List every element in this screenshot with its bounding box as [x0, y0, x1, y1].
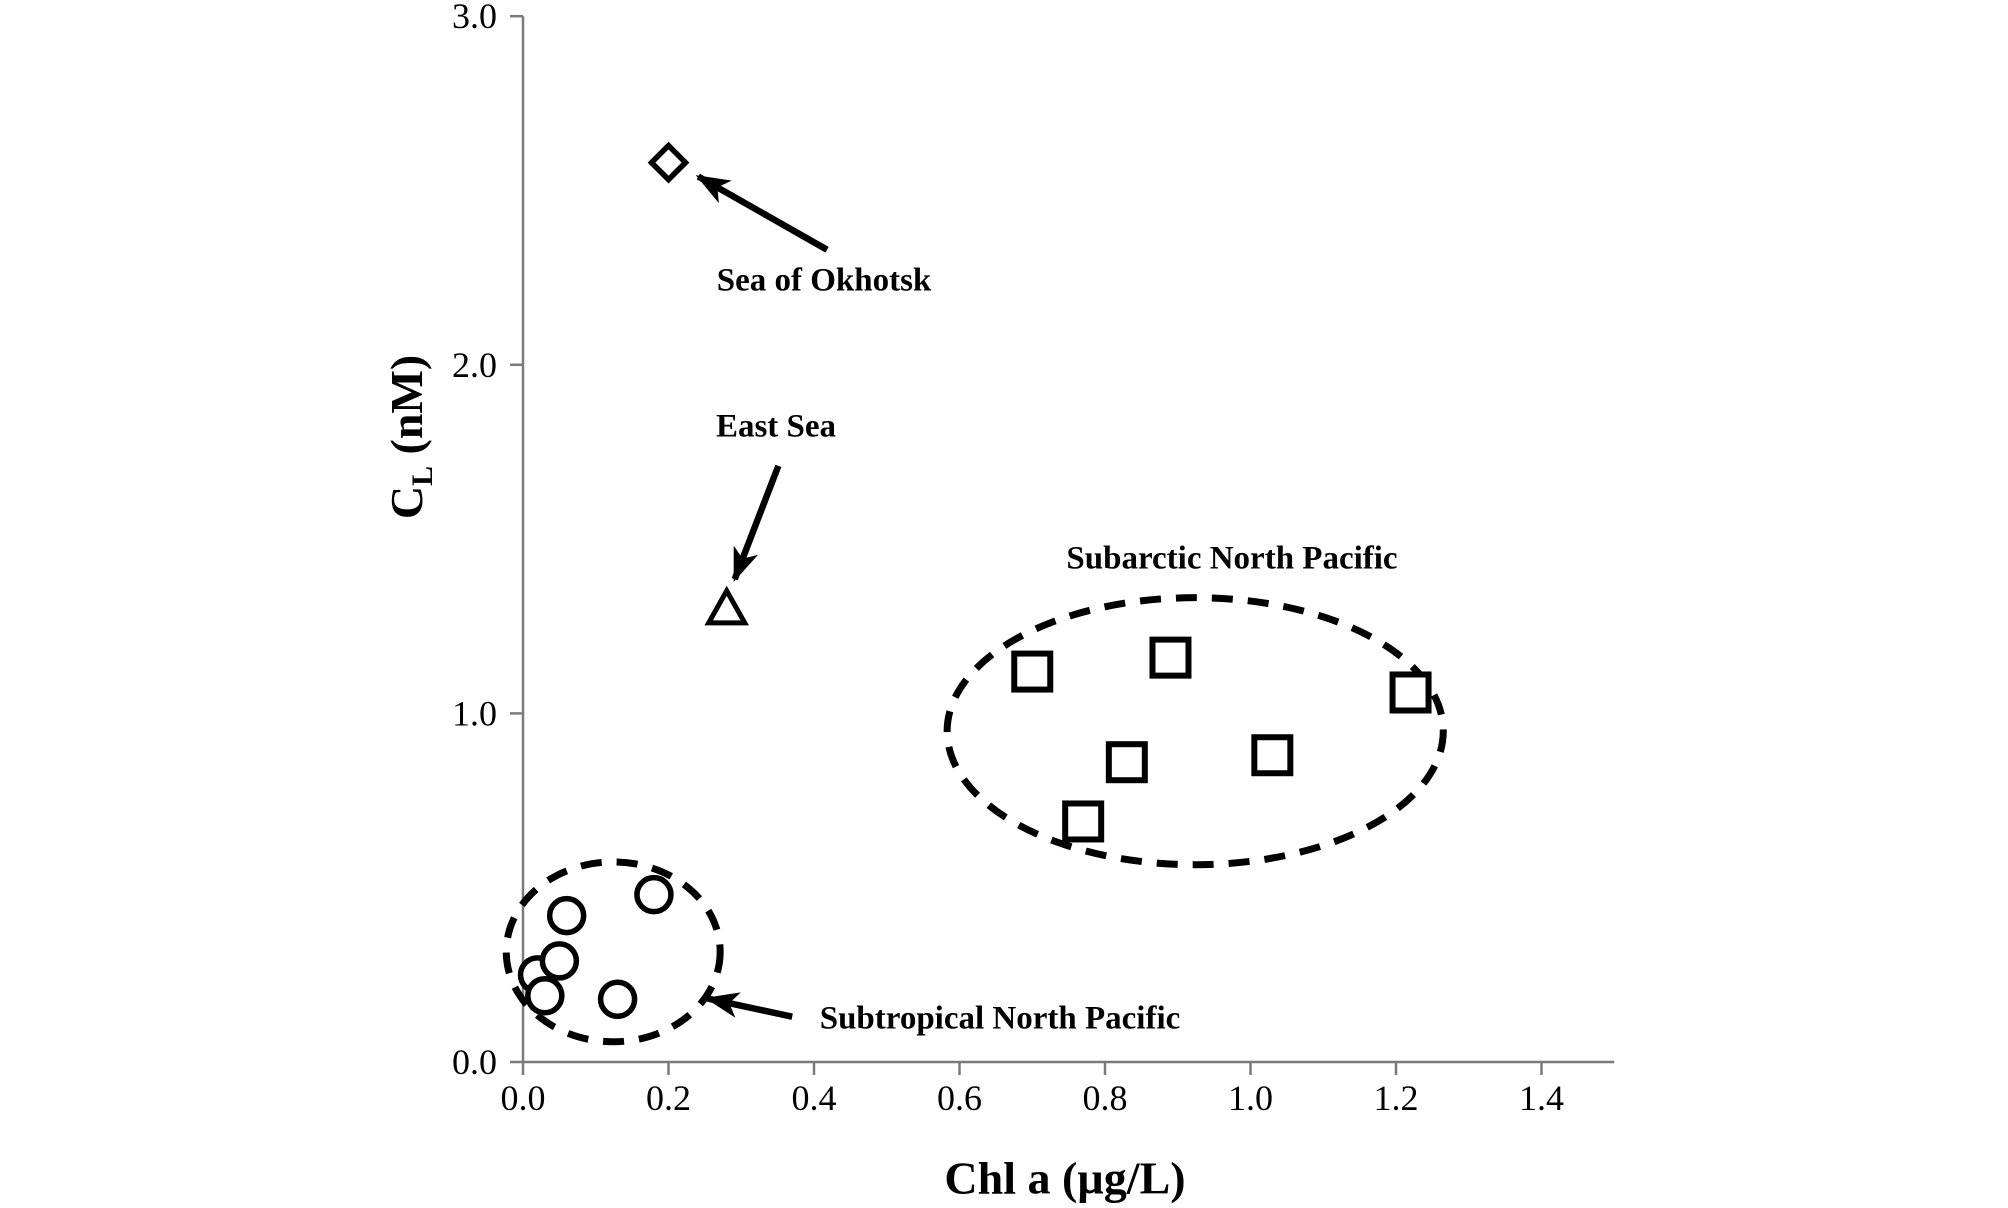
data-point-subtropical-north-pacific	[539, 941, 580, 981]
data-point-subarctic-north-pacific	[1062, 800, 1105, 843]
data-point-subarctic-north-pacific	[1011, 650, 1054, 693]
x-tick-label: 0.4	[792, 1078, 837, 1118]
y-tick-label: 3.0	[452, 0, 497, 36]
data-point-subtropical-north-pacific	[525, 976, 565, 1016]
data-point-subtropical-north-pacific	[546, 895, 587, 936]
data-point-east-sea	[704, 585, 749, 626]
data-point-sea-of-okhotsk	[647, 141, 690, 184]
data-point-subarctic-north-pacific	[1105, 741, 1148, 784]
y-axis-title: CL (nM)	[380, 355, 440, 519]
data-point-subarctic-north-pacific	[1251, 734, 1294, 777]
x-tick-label: 1.0	[1228, 1078, 1273, 1118]
y-axis-title-units: (nM)	[380, 354, 432, 466]
data-point-subtropical-north-pacific	[597, 979, 638, 1020]
annotation-arrow-subtropical-north-pacific	[704, 992, 793, 1020]
data-point-subarctic-north-pacific	[1389, 671, 1432, 714]
east-sea-label: East Sea	[715, 408, 837, 445]
x-axis-title: Chl a (µg/L)	[944, 1152, 1186, 1204]
subtropical-north-pacific-label: Subtropical North Pacific	[819, 1000, 1181, 1037]
annotation-arrow-east-sea	[731, 464, 782, 582]
sea-of-okhotsk-label: Sea of Okhotsk	[716, 262, 932, 299]
x-tick-label: 1.2	[1374, 1078, 1419, 1118]
y-axis-title-main: C	[380, 485, 432, 520]
subarctic-north-pacific-label: Subarctic North Pacific	[1066, 540, 1398, 577]
cluster-ellipse-subarctic-north-pacific	[943, 594, 1447, 869]
x-tick-label: 0.6	[937, 1078, 982, 1118]
x-tick-label: 0.2	[646, 1078, 691, 1118]
x-tick-label: 0.0	[501, 1078, 546, 1118]
data-point-subarctic-north-pacific	[1149, 636, 1192, 679]
x-tick-label: 1.4	[1519, 1078, 1564, 1118]
annotation-arrow-sea-of-okhotsk	[695, 173, 829, 253]
y-axis-title-subscript: L	[406, 465, 440, 486]
y-tick-label: 2.0	[452, 345, 497, 385]
cluster-ellipse-subtropical-north-pacific	[502, 858, 724, 1046]
data-point-subtropical-north-pacific	[634, 874, 674, 915]
y-tick-label: 1.0	[452, 693, 497, 733]
x-tick-label: 0.8	[1083, 1078, 1128, 1118]
y-tick-label: 0.0	[452, 1042, 497, 1082]
